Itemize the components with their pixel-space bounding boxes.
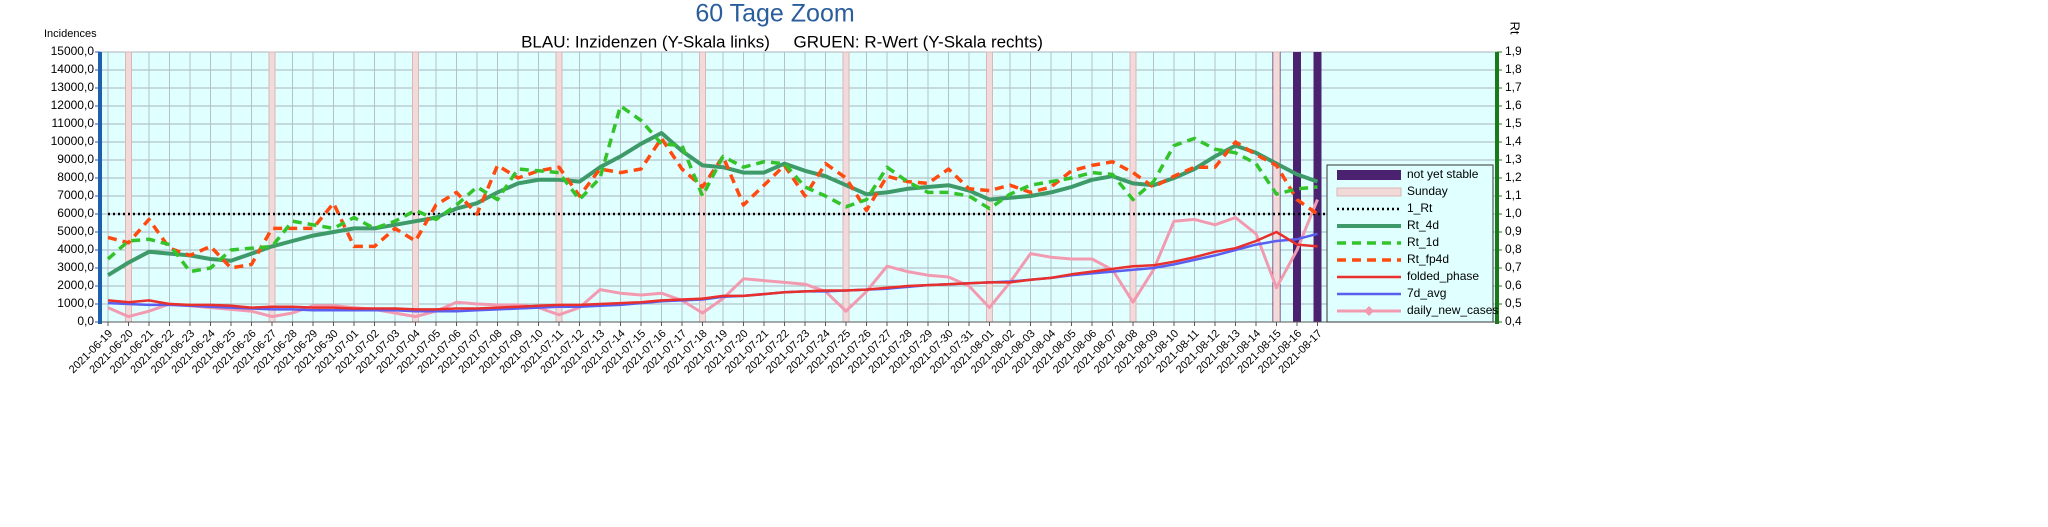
y-tick-label: 6000,0 xyxy=(57,206,94,220)
y-tick-label: 1000,0 xyxy=(57,296,94,310)
line xyxy=(107,136,1319,270)
y2-tick-label: 1,8 xyxy=(1505,62,1522,76)
y2-tick-label: 0,5 xyxy=(1505,296,1522,310)
y-tick-label: 2000,0 xyxy=(57,278,94,292)
y2-tick-label: 1,1 xyxy=(1505,188,1522,202)
legend-marker xyxy=(1364,306,1374,316)
legend-label: Sunday xyxy=(1407,184,1448,198)
band xyxy=(412,51,419,323)
y-tick-label: 11000,0 xyxy=(52,116,95,130)
y2-tick-label: 1,5 xyxy=(1505,116,1522,130)
y2-tick-label: 0,6 xyxy=(1505,278,1522,292)
y-tick-label: 0,0 xyxy=(77,314,94,328)
y2-tick-label: 1,9 xyxy=(1505,44,1522,58)
legend-label: 1_Rt xyxy=(1407,201,1433,215)
legend-label: Rt_4d xyxy=(1407,218,1439,232)
y2-tick-label: 0,8 xyxy=(1505,242,1522,256)
legend-label: not yet stable xyxy=(1407,167,1479,181)
legend-label: daily_new_cases xyxy=(1407,303,1498,317)
chart-title: 60 Tage Zoom xyxy=(695,0,854,28)
legend-label: Rt_fp4d xyxy=(1407,252,1449,266)
y2-tick-label: 1,0 xyxy=(1505,206,1522,220)
y-tick-label: 5000,0 xyxy=(57,224,94,238)
chart-subtitle: BLAU: Inzidenzen (Y-Skala links) GRUEN: … xyxy=(521,32,1043,51)
y-tick-label: 9000,0 xyxy=(57,152,94,166)
y2-tick-label: 1,2 xyxy=(1505,170,1522,184)
y2-tick-label: 1,6 xyxy=(1505,98,1522,112)
y2-tick-label: 0,9 xyxy=(1505,224,1522,238)
y-tick-label: 7000,0 xyxy=(57,188,94,202)
y-tick-label: 13000,0 xyxy=(51,80,95,94)
y2-tick-label: 0,7 xyxy=(1505,260,1522,274)
legend-label: Rt_1d xyxy=(1407,235,1439,249)
band xyxy=(1293,52,1301,322)
y-tick-label: 3000,0 xyxy=(57,260,94,274)
y2-tick-label: 1,4 xyxy=(1505,134,1522,148)
band xyxy=(555,51,563,323)
y-tick-label: 14000,0 xyxy=(51,62,95,76)
band xyxy=(125,51,132,323)
legend-swatch xyxy=(1337,170,1401,180)
legend-swatch xyxy=(1336,187,1402,197)
y-axis-label: Incidences xyxy=(44,28,97,40)
y2-tick-label: 1,3 xyxy=(1505,152,1522,166)
line xyxy=(106,131,1319,277)
y2-tick-label: 0,4 xyxy=(1505,314,1522,328)
y-tick-label: 12000,0 xyxy=(51,98,95,112)
legend-label: 7d_avg xyxy=(1407,286,1446,300)
line xyxy=(107,230,1318,311)
y-tick-label: 10000,0 xyxy=(51,134,95,148)
y2-axis-label: Rt xyxy=(1508,22,1523,35)
y-tick-label: 4000,0 xyxy=(57,242,94,256)
plot-area xyxy=(100,52,1497,322)
y-tick-label: 8000,0 xyxy=(57,170,94,184)
line xyxy=(106,104,1318,274)
band xyxy=(268,51,276,323)
band xyxy=(1129,51,1137,323)
y2-tick-label: 1,7 xyxy=(1505,80,1522,94)
legend-label: folded_phase xyxy=(1407,269,1479,283)
y-tick-label: 15000,0 xyxy=(51,44,95,58)
